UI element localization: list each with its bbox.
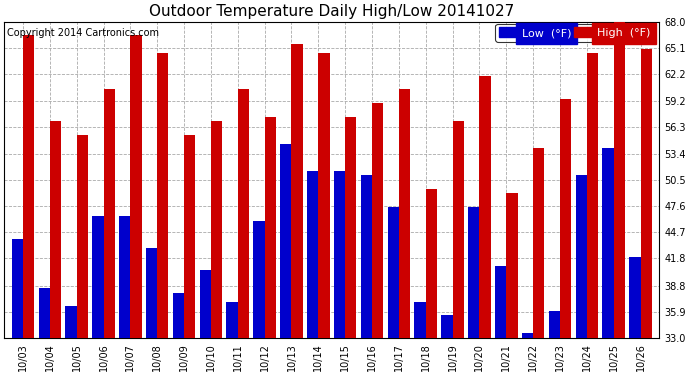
- Bar: [361, 176, 372, 375]
- Bar: [23, 35, 34, 375]
- Bar: [39, 288, 50, 375]
- Bar: [334, 171, 345, 375]
- Bar: [560, 99, 571, 375]
- Bar: [613, 22, 625, 375]
- Bar: [388, 207, 399, 375]
- Bar: [253, 220, 265, 375]
- Bar: [602, 148, 613, 375]
- Bar: [66, 306, 77, 375]
- Bar: [318, 53, 330, 375]
- Bar: [468, 207, 480, 375]
- Legend: Low  (°F), High  (°F): Low (°F), High (°F): [495, 24, 654, 42]
- Bar: [453, 121, 464, 375]
- Bar: [77, 135, 88, 375]
- Bar: [372, 103, 384, 375]
- Bar: [575, 176, 587, 375]
- Bar: [415, 302, 426, 375]
- Bar: [533, 148, 544, 375]
- Text: Copyright 2014 Cartronics.com: Copyright 2014 Cartronics.com: [8, 28, 159, 38]
- Bar: [426, 189, 437, 375]
- Bar: [211, 121, 222, 375]
- Bar: [522, 333, 533, 375]
- Bar: [265, 117, 276, 375]
- Bar: [399, 90, 410, 375]
- Bar: [629, 256, 640, 375]
- Bar: [130, 35, 141, 375]
- Bar: [172, 293, 184, 375]
- Bar: [157, 53, 168, 375]
- Bar: [587, 53, 598, 375]
- Bar: [506, 194, 518, 375]
- Bar: [226, 302, 238, 375]
- Bar: [92, 216, 104, 375]
- Title: Outdoor Temperature Daily High/Low 20141027: Outdoor Temperature Daily High/Low 20141…: [149, 4, 514, 19]
- Bar: [280, 144, 291, 375]
- Bar: [12, 238, 23, 375]
- Bar: [119, 216, 130, 375]
- Bar: [50, 121, 61, 375]
- Bar: [146, 248, 157, 375]
- Bar: [345, 117, 357, 375]
- Bar: [549, 311, 560, 375]
- Bar: [495, 266, 506, 375]
- Bar: [184, 135, 195, 375]
- Bar: [291, 44, 303, 375]
- Bar: [199, 270, 211, 375]
- Bar: [238, 90, 249, 375]
- Bar: [442, 315, 453, 375]
- Bar: [480, 76, 491, 375]
- Bar: [307, 171, 318, 375]
- Bar: [640, 49, 652, 375]
- Bar: [104, 90, 115, 375]
